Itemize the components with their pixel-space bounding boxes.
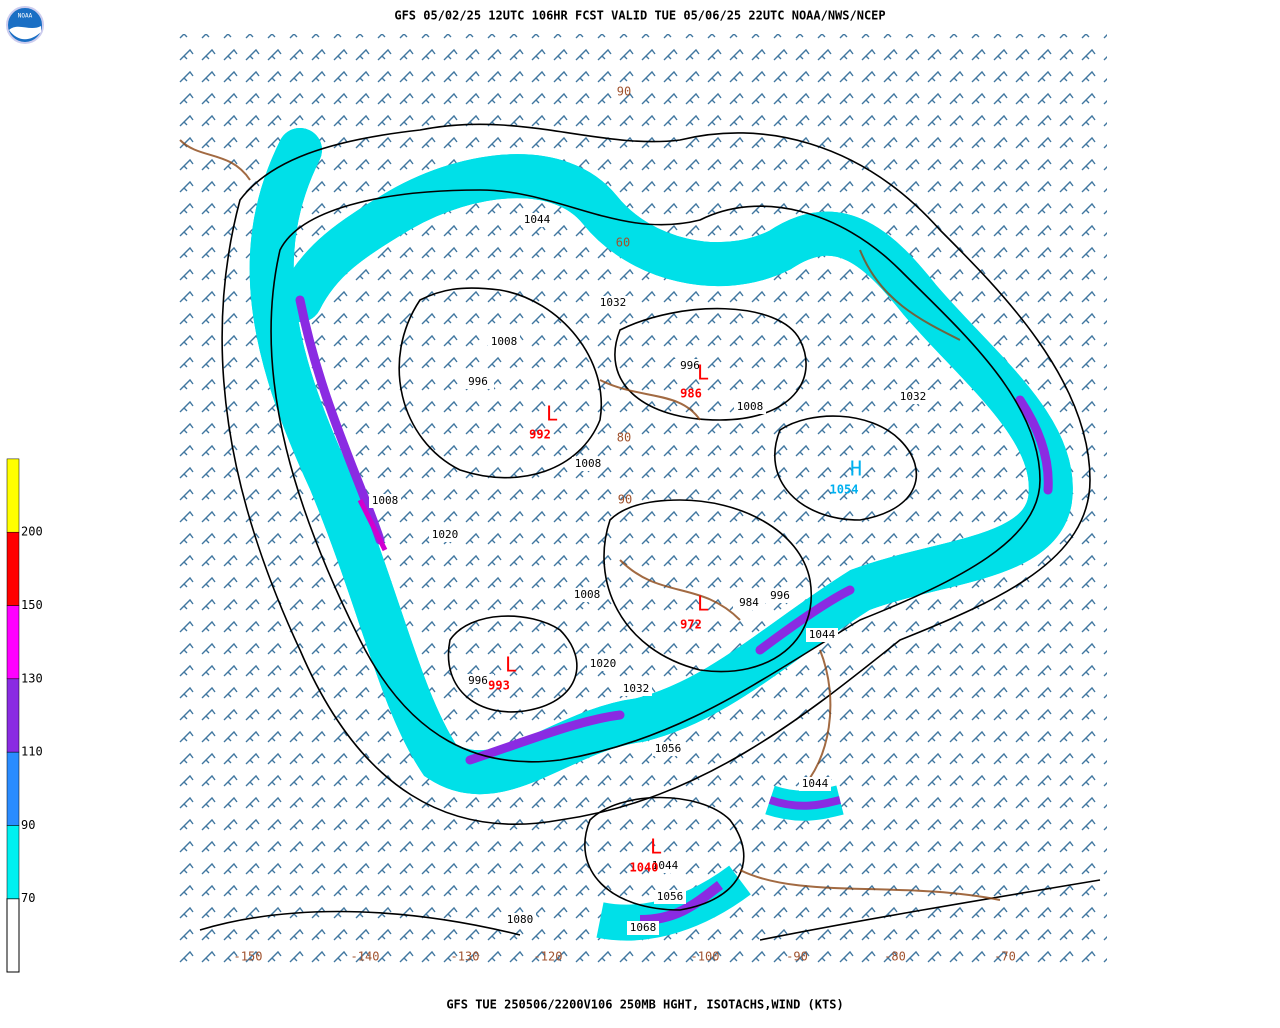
contour-label-bg xyxy=(652,742,684,756)
grid-label: 60 xyxy=(616,236,630,250)
logo-text: NOAA xyxy=(18,13,33,20)
grid-label: -130 xyxy=(451,950,480,964)
contour-label: 1044 xyxy=(652,859,679,872)
colorbar-label: 130 xyxy=(21,671,43,685)
contour-label-bg xyxy=(654,890,686,904)
center-symbol: L xyxy=(505,653,517,677)
grid-label: -70 xyxy=(994,950,1016,964)
center-symbol: L xyxy=(546,402,558,426)
contour-label-bg xyxy=(587,657,619,671)
colorbar-label: 70 xyxy=(21,891,35,905)
contour-label-bg xyxy=(488,335,520,349)
contour-label-bg xyxy=(799,777,831,791)
colorbar-label: 200 xyxy=(21,525,43,539)
colorbar-segment xyxy=(6,825,20,899)
overlay: 70 90 110 130 150 200 1044 1032 1008 996 996 1008 10… xyxy=(6,85,1016,973)
contour-label: 1020 xyxy=(432,528,459,541)
contour-label: 996 xyxy=(468,375,488,388)
caption: GFS TUE 250506/2200V106 250MB HGHT, ISOT… xyxy=(446,998,843,1012)
contour-label: 1008 xyxy=(372,494,399,507)
contour-label: 1020 xyxy=(590,657,617,670)
grid-label: 80 xyxy=(617,431,631,445)
contour-label-bg xyxy=(649,859,681,873)
contour-label-bg xyxy=(597,296,629,310)
center-symbol: L xyxy=(697,361,709,385)
contour-label: 984 xyxy=(739,596,759,609)
contour-label-bg xyxy=(620,682,652,696)
contour-label-bg xyxy=(806,628,838,642)
center-symbol: L xyxy=(650,835,662,859)
grid-label: -140 xyxy=(351,950,380,964)
contour-label: 1008 xyxy=(737,400,764,413)
contour-label: 1032 xyxy=(900,390,927,403)
contour-label: 996 xyxy=(770,589,790,602)
colorbar-segment xyxy=(6,605,20,680)
grid-label: -100 xyxy=(691,950,720,964)
title: GFS 05/02/25 12UTC 106HR FCST VALID TUE … xyxy=(394,9,885,23)
colorbar-label: 90 xyxy=(21,818,35,832)
contour-label: 1032 xyxy=(623,682,650,695)
colorbar-segment xyxy=(6,531,20,606)
contour-label: 1056 xyxy=(655,742,682,755)
contour-label: 996 xyxy=(680,359,700,372)
grid-label: 90 xyxy=(617,85,631,99)
contour-label-bg xyxy=(764,589,796,603)
center-value: 1054 xyxy=(830,483,859,497)
wind-barbs xyxy=(174,34,1107,967)
center-value: 972 xyxy=(680,618,702,632)
contour-label: 1008 xyxy=(574,588,601,601)
contour-label: 1044 xyxy=(809,628,836,641)
grid-label: -150 xyxy=(234,950,263,964)
contour-label-bg xyxy=(462,674,494,688)
contour-label: 1032 xyxy=(600,296,627,309)
contour-label-bg xyxy=(734,400,766,414)
contour-label-bg xyxy=(429,528,461,542)
center-value: 992 xyxy=(529,428,551,442)
contour-label-bg xyxy=(521,213,553,227)
coastlines xyxy=(179,139,1001,901)
contour-label: 1068 xyxy=(630,921,657,934)
colorbar-segment xyxy=(6,898,20,973)
grid-label: 90 xyxy=(618,493,632,507)
colorbar-segment xyxy=(6,678,20,753)
contour-label-bg xyxy=(462,375,494,389)
jet-stream xyxy=(272,128,1051,941)
grid-label: -90 xyxy=(786,950,808,964)
colorbar-segment xyxy=(6,458,20,533)
center-symbol: L xyxy=(697,592,709,616)
contour-label-bg xyxy=(897,390,929,404)
contour-label: 1008 xyxy=(575,457,602,470)
contour-label-bg xyxy=(572,457,604,471)
colorbar-label: 150 xyxy=(21,598,43,612)
contour-label-bg xyxy=(733,596,765,610)
contour-label: 996 xyxy=(468,674,488,687)
contour-label: 1008 xyxy=(491,335,518,348)
contour-label: 1044 xyxy=(524,213,551,226)
contour-label-bg xyxy=(369,494,401,508)
noaa-logo: NOAA xyxy=(6,6,44,44)
center-value: 1040 xyxy=(630,861,659,875)
center-symbol: H xyxy=(850,457,862,481)
colorbar-segment xyxy=(6,751,20,826)
colorbar-label: 110 xyxy=(21,745,43,759)
contour-label: 1044 xyxy=(802,777,829,790)
center-value: 986 xyxy=(680,387,702,401)
grid-label: -120 xyxy=(534,950,563,964)
contour-label-bg xyxy=(627,921,659,935)
grid-label: -80 xyxy=(884,950,906,964)
contour-label-bg xyxy=(571,588,603,602)
contour-label-bg xyxy=(674,359,706,373)
height-contours xyxy=(199,123,1101,941)
center-value: 993 xyxy=(488,679,510,693)
contour-label-bg xyxy=(504,913,536,927)
contour-label: 1056 xyxy=(657,890,684,903)
contour-label: 1080 xyxy=(507,913,534,926)
